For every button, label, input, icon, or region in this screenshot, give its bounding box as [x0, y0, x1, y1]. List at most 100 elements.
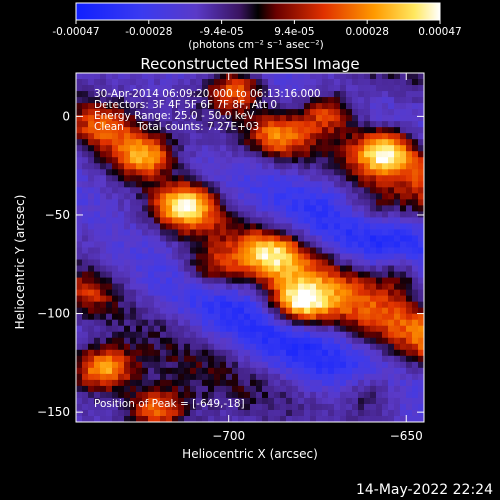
image-pixel	[76, 343, 83, 351]
image-pixel	[214, 241, 221, 248]
image-pixel	[154, 199, 161, 206]
image-pixel	[418, 181, 424, 188]
image-pixel	[94, 103, 101, 110]
image-pixel	[364, 259, 371, 266]
image-pixel	[202, 373, 209, 381]
image-pixel	[310, 103, 317, 110]
image-pixel	[142, 139, 149, 146]
image-pixel	[382, 295, 389, 303]
image-pixel	[250, 157, 257, 164]
image-pixel	[166, 415, 173, 422]
colorbar-ticks: -0.00047 -0.00028 -9.4e-05 9.4e-05 0.00028 0.…	[52, 20, 462, 38]
image-pixel	[106, 253, 113, 260]
image-pixel	[166, 103, 173, 110]
image-pixel	[382, 415, 389, 422]
image-pixel	[112, 241, 119, 248]
image-pixel	[196, 193, 203, 200]
image-pixel	[214, 355, 221, 363]
image-pixel	[232, 127, 239, 134]
image-pixel	[280, 259, 287, 266]
image-pixel	[400, 127, 407, 134]
image-pixel	[142, 319, 149, 327]
image-pixel	[292, 355, 299, 363]
image-pixel	[100, 277, 107, 285]
image-pixel	[250, 301, 257, 309]
image-pixel	[94, 199, 101, 206]
image-pixel	[238, 415, 245, 422]
image-pixel	[142, 151, 149, 158]
image-pixel	[388, 397, 395, 405]
image-pixel	[130, 325, 137, 333]
image-pixel	[82, 139, 89, 146]
image-pixel	[346, 367, 353, 375]
image-pixel	[256, 91, 263, 98]
image-pixel	[292, 313, 299, 321]
image-pixel	[352, 295, 359, 303]
image-pixel	[274, 121, 281, 128]
image-pixel	[244, 253, 251, 260]
image-pixel	[322, 145, 329, 152]
image-pixel	[400, 319, 407, 327]
image-pixel	[244, 127, 251, 134]
image-pixel	[166, 349, 173, 357]
image-pixel	[238, 409, 245, 417]
image-pixel	[94, 289, 101, 297]
image-pixel	[292, 373, 299, 381]
image-pixel	[136, 283, 143, 291]
image-pixel	[340, 229, 347, 236]
image-pixel	[220, 175, 227, 182]
plot-frame	[75, 72, 425, 423]
image-pixel	[250, 115, 257, 122]
image-pixel	[76, 85, 83, 92]
image-pixel	[316, 163, 323, 170]
image-pixel	[232, 145, 239, 152]
image-pixel	[328, 193, 335, 200]
image-pixel	[400, 295, 407, 303]
image-pixel	[394, 373, 401, 381]
image-pixel	[106, 217, 113, 224]
image-pixel	[100, 409, 107, 417]
image-pixel	[232, 343, 239, 351]
image-pixel	[232, 79, 239, 86]
image-pixel	[124, 361, 131, 369]
image-pixel	[262, 259, 269, 266]
image-pixel	[286, 127, 293, 134]
image-pixel	[418, 367, 424, 375]
image-pixel	[280, 187, 287, 194]
image-pixel	[184, 259, 191, 266]
image-pixel	[214, 415, 221, 422]
image-pixel	[112, 307, 119, 315]
image-pixel	[310, 253, 317, 260]
image-pixel	[262, 355, 269, 363]
image-pixel	[148, 91, 155, 98]
image-pixel	[118, 403, 125, 411]
image-pixel	[316, 187, 323, 194]
image-pixel	[106, 175, 113, 182]
image-pixel	[154, 307, 161, 315]
image-pixel	[88, 157, 95, 164]
image-pixel	[334, 217, 341, 224]
image-pixel	[406, 139, 413, 146]
image-pixel	[94, 79, 101, 86]
image-pixel	[394, 175, 401, 182]
image-pixel	[382, 301, 389, 309]
image-pixel	[94, 253, 101, 260]
image-pixel	[124, 139, 131, 146]
image-pixel	[130, 85, 137, 92]
image-pixel	[172, 175, 179, 182]
image-pixel	[244, 91, 251, 98]
image-pixel	[88, 97, 95, 104]
image-pixel	[94, 175, 101, 182]
image-pixel	[316, 385, 323, 393]
image-pixel	[334, 139, 341, 146]
image-pixel	[310, 169, 317, 176]
image-pixel	[400, 193, 407, 200]
image-pixel	[322, 163, 329, 170]
image-pixel	[88, 133, 95, 140]
image-pixel	[400, 205, 407, 212]
image-pixel	[130, 91, 137, 98]
image-pixel	[370, 337, 377, 345]
image-pixel	[130, 295, 137, 303]
image-pixel	[376, 91, 383, 98]
image-pixel	[160, 367, 167, 375]
